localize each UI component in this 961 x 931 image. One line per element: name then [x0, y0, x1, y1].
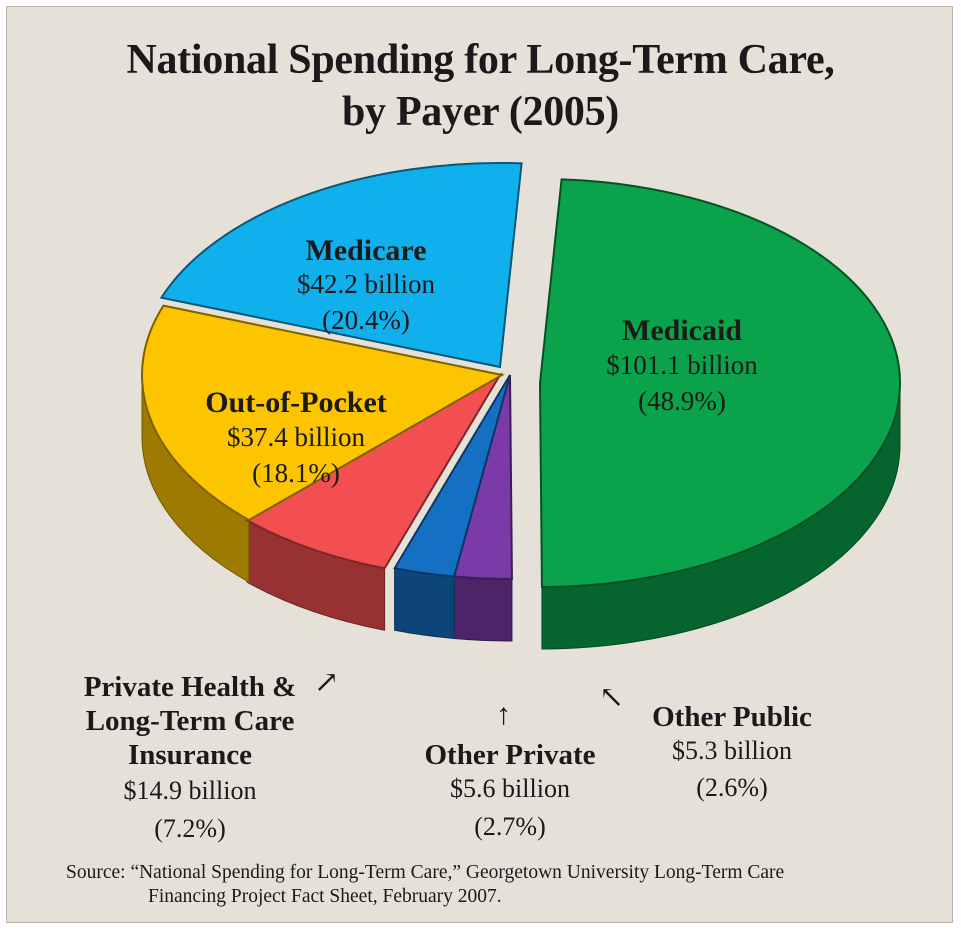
- label-other-private: Other Private: [424, 739, 596, 771]
- arrow-up-left-icon: ↖: [599, 681, 625, 714]
- source-line2: Financing Project Fact Sheet, February 2…: [148, 886, 502, 907]
- label-private-insurance-line2: Long-Term Care: [85, 705, 295, 737]
- slice-percent-medicaid: (48.9%): [638, 386, 726, 416]
- slice-percent-medicare: (20.4%): [322, 305, 410, 335]
- arrow-up-icon: ↑: [496, 698, 511, 731]
- amount-private-insurance: $14.9 billion: [123, 776, 257, 805]
- slice-label-medicare: Medicare: [305, 234, 426, 267]
- slice-private-insurance: [244, 372, 503, 570]
- source-note: Source: “National Spending for Long-Term…: [66, 861, 926, 909]
- arrow-up-right-icon: ↗: [314, 666, 340, 699]
- label-other-public: Other Public: [652, 701, 812, 733]
- source-line1: Source: “National Spending for Long-Term…: [66, 862, 785, 883]
- chart-title-line2: by Payer (2005): [341, 89, 619, 135]
- slice-label-out-of-pocket: Out-of-Pocket: [205, 386, 387, 419]
- amount-other-public: $5.3 billion: [672, 736, 792, 765]
- slice-amount-medicaid: $101.1 billion: [606, 350, 758, 380]
- label-private-insurance: Private Health & Long-Term Care Insuranc…: [60, 670, 320, 772]
- slice-label-medicaid: Medicaid: [622, 314, 742, 347]
- slice-side-other-private: [394, 567, 455, 640]
- slice-out-of-pocket: [141, 304, 505, 522]
- slice-medicare: [159, 162, 523, 369]
- slice-percent-out-of-pocket: (18.1%): [252, 458, 340, 488]
- label-private-insurance-line1: Private Health &: [83, 671, 297, 703]
- slice-medicaid: [538, 178, 901, 589]
- amount-other-private: $5.6 billion: [450, 774, 570, 803]
- slice-amount-medicare: $42.2 billion: [297, 269, 436, 299]
- percent-other-public: (2.6%): [696, 773, 768, 802]
- chart-title-line1: National Spending for Long-Term Care,: [126, 37, 835, 83]
- slice-amount-out-of-pocket: $37.4 billion: [227, 422, 366, 452]
- label-private-insurance-line3: Insurance: [127, 739, 253, 771]
- percent-other-private: (2.7%): [474, 812, 546, 841]
- slice-other-private: [393, 374, 511, 578]
- percent-private-insurance: (7.2%): [154, 814, 226, 843]
- slice-side-other-public: [453, 575, 513, 642]
